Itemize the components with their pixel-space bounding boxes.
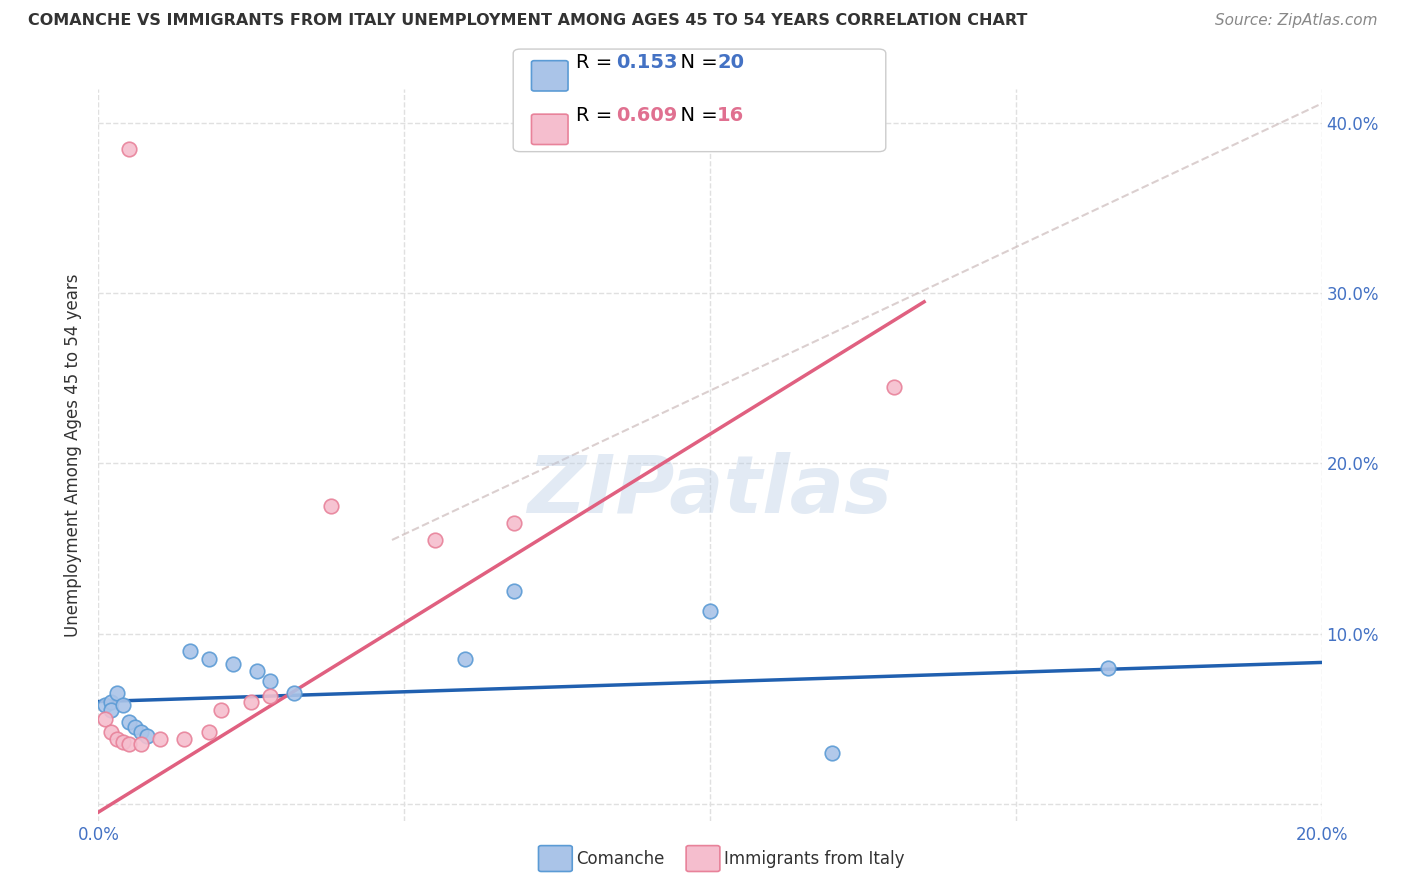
Point (93, 698, 115, 712)
Point (149, 731, 172, 746)
Text: ZIPatlas: ZIPatlas (527, 452, 893, 531)
Point (259, 690, 281, 704)
Point (124, 720, 146, 734)
Text: 0.153: 0.153 (616, 53, 678, 72)
Point (100, 725, 122, 739)
Text: Comanche: Comanche (576, 849, 665, 868)
Text: COMANCHE VS IMMIGRANTS FROM ITALY UNEMPLOYMENT AMONG AGES 45 TO 54 YEARS CORRELA: COMANCHE VS IMMIGRANTS FROM ITALY UNEMPL… (28, 13, 1028, 29)
Point (197, 725, 219, 739)
Text: 16: 16 (717, 106, 744, 126)
Point (129, 725, 152, 739)
Point (1097, 660, 1119, 674)
Point (93, 712, 115, 726)
Point (100, 695, 122, 709)
Point (129, 737, 152, 751)
Point (222, 657, 245, 672)
Point (209, 703, 232, 717)
Point (883, 380, 905, 394)
Point (503, 584, 526, 599)
Point (197, 652, 219, 666)
Point (100, 703, 122, 717)
Point (173, 731, 195, 746)
Point (111, 698, 134, 712)
Point (118, 142, 141, 156)
Y-axis label: Unemployment Among Ages 45 to 54 years: Unemployment Among Ages 45 to 54 years (65, 273, 83, 637)
Point (118, 737, 141, 751)
Point (503, 516, 526, 530)
Point (283, 686, 305, 700)
Point (699, 604, 721, 618)
Point (319, 499, 342, 513)
Point (454, 652, 477, 666)
Point (111, 735, 134, 749)
Point (240, 695, 263, 709)
Text: R =: R = (576, 106, 619, 126)
Point (105, 686, 128, 700)
Point (105, 731, 128, 746)
Text: 20: 20 (717, 53, 744, 72)
Text: Immigrants from Italy: Immigrants from Italy (724, 849, 904, 868)
Point (246, 664, 269, 678)
Text: N =: N = (668, 106, 724, 126)
Point (821, 746, 844, 760)
Point (423, 533, 446, 547)
Text: 0.609: 0.609 (616, 106, 678, 126)
Text: R =: R = (576, 53, 619, 72)
Point (179, 643, 201, 657)
Point (118, 714, 141, 729)
Text: Source: ZipAtlas.com: Source: ZipAtlas.com (1215, 13, 1378, 29)
Point (259, 674, 281, 689)
Text: N =: N = (668, 53, 724, 72)
Point (136, 729, 159, 743)
